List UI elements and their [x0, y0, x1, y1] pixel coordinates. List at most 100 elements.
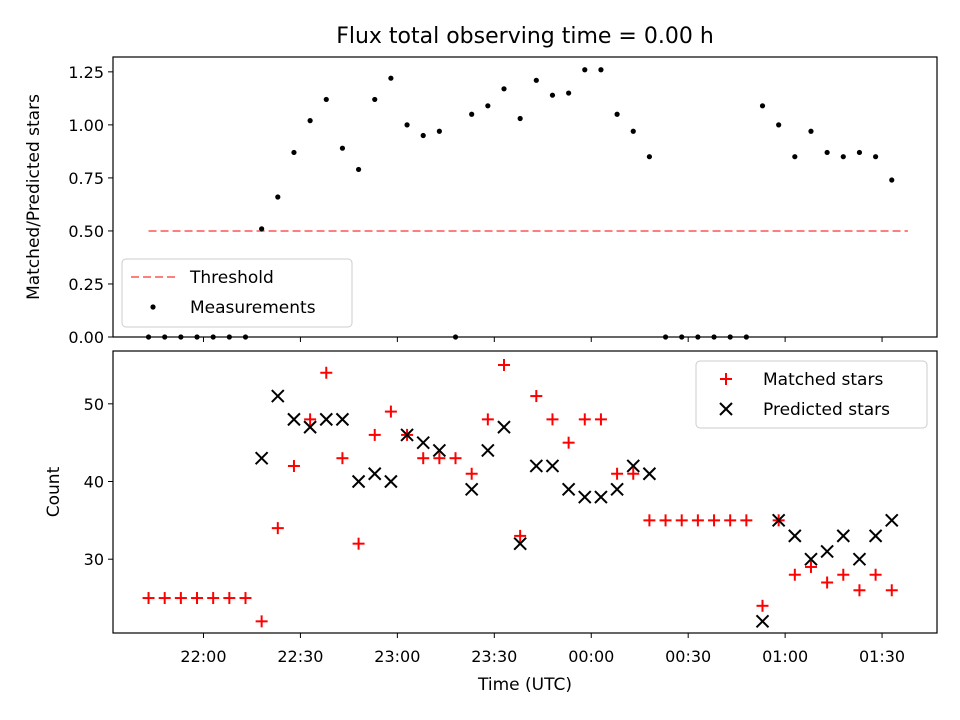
top-y-tick-label: 0.00 — [68, 328, 104, 347]
predicted-star-point — [319, 412, 333, 427]
matched-star-point — [433, 452, 446, 465]
matched-star-point — [223, 592, 236, 605]
matched-star-point — [627, 467, 640, 480]
measurement-point — [469, 111, 475, 117]
measurement-point — [436, 128, 442, 134]
predicted-star-point — [513, 536, 527, 551]
matched-star-point — [578, 413, 591, 426]
matched-star-point — [853, 584, 866, 597]
matched-star-point — [643, 514, 656, 527]
x-tick-label: 23:30 — [471, 647, 517, 666]
top-y-tick-label: 0.25 — [68, 275, 104, 294]
x-tick-label: 22:00 — [180, 647, 226, 666]
measurement-point — [630, 128, 636, 134]
top-y-tick-label: 0.50 — [68, 222, 104, 241]
matched-star-point — [255, 615, 268, 628]
measurement-point — [323, 96, 329, 103]
predicted-star-point — [610, 482, 624, 496]
measurement-point — [485, 103, 491, 109]
predicted-star-point — [432, 443, 447, 458]
chart-title: Flux total observing time = 0.00 h — [336, 24, 714, 49]
predicted-star-point — [755, 614, 770, 629]
predicted-star-point — [626, 459, 640, 473]
matched-star-point — [869, 568, 882, 581]
predicted-star-point — [287, 412, 301, 427]
matched-star-point — [239, 592, 252, 605]
measurement-point — [420, 132, 426, 139]
matched-star-point — [497, 358, 510, 371]
matched-star-point — [368, 428, 381, 441]
predicted-star-point — [642, 467, 657, 481]
bottom-axes-frame — [112, 350, 938, 634]
matched-star-point — [530, 390, 543, 403]
legend-predicted-label: Predicted stars — [763, 400, 890, 420]
top-legend: Threshold Measurements — [121, 258, 353, 328]
predicted-star-point — [384, 474, 398, 489]
predicted-star-point — [254, 451, 269, 465]
matched-star-point — [659, 514, 672, 527]
predicted-star-point — [416, 435, 430, 450]
measurement-point — [549, 92, 556, 98]
measurement-point — [259, 226, 265, 232]
legend-measurements-label: Measurements — [190, 298, 316, 318]
measurement-point — [533, 77, 539, 83]
matched-star-point — [207, 592, 220, 605]
matched-star-point — [562, 436, 575, 449]
matched-star-point — [611, 467, 624, 480]
legend-threshold-label: Threshold — [189, 268, 274, 288]
measurement-point — [275, 194, 281, 200]
measurement-point — [824, 149, 830, 156]
matched-star-point — [481, 413, 494, 426]
measurement-point — [840, 154, 846, 160]
measurement-point — [372, 96, 378, 103]
predicted-star-point — [303, 420, 317, 434]
top-panel: Flux total observing time = 0.00 h 0.00 0… — [24, 24, 938, 347]
predicted-star-point — [594, 490, 608, 504]
matched-star-point — [740, 514, 753, 527]
matched-star-point — [708, 514, 721, 527]
matched-star-point — [384, 405, 397, 418]
predicted-star-point — [836, 529, 850, 543]
measurement-point — [404, 122, 410, 128]
bottom-legend: Matched stars Predicted stars — [695, 360, 928, 429]
predicted-star-point — [578, 490, 592, 504]
predicted-star-point — [335, 412, 350, 427]
matched-star-point — [837, 568, 850, 581]
bottom-y-tick-label: 50 — [84, 395, 104, 414]
matched-star-point — [158, 592, 171, 605]
measurement-point — [307, 118, 313, 124]
matched-star-point — [417, 452, 430, 465]
matched-star-point — [514, 529, 527, 542]
top-y-tick-label: 1.00 — [68, 116, 104, 135]
predicted-star-point — [545, 459, 560, 473]
legend-matched-label: Matched stars — [763, 370, 883, 390]
measurement-point — [873, 154, 879, 160]
predicted-star-point — [561, 482, 576, 496]
bottom-y-axis-label: Count — [44, 466, 64, 517]
x-tick-label: 22:30 — [277, 647, 323, 666]
matched-star-point — [352, 537, 365, 550]
measurement-point — [355, 166, 362, 173]
predicted-star-point — [351, 474, 366, 489]
top-y-axis-label: Matched/Predicted stars — [24, 94, 44, 300]
matched-star-point — [788, 568, 801, 581]
measurement-point — [517, 115, 523, 122]
matched-star-point — [174, 592, 187, 605]
matched-star-point — [691, 514, 704, 527]
measurement-point — [808, 128, 814, 134]
predicted-star-point — [464, 482, 479, 496]
matched-star-point — [804, 560, 817, 573]
matched-star-point — [191, 592, 204, 605]
matched-star-point — [756, 599, 769, 612]
x-tick-label: 01:30 — [859, 647, 905, 666]
x-tick-label: 00:00 — [568, 647, 614, 666]
top-y-tick-label: 1.25 — [68, 63, 104, 82]
measurement-point — [598, 67, 604, 73]
matched-star-point — [449, 452, 462, 465]
matched-star-point — [304, 413, 317, 426]
matched-star-point — [594, 413, 607, 426]
legend-x-marker — [719, 402, 733, 416]
bottom-y-tick-label: 30 — [84, 550, 104, 569]
matched-star-point — [885, 584, 898, 597]
